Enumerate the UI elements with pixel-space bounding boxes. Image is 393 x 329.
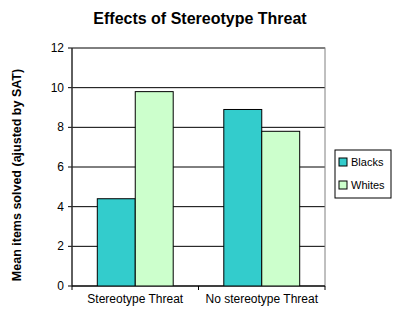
legend-swatch xyxy=(339,158,347,166)
grid-line xyxy=(72,87,325,88)
x-tick-label: No stereotype Threat xyxy=(205,292,318,306)
x-tick xyxy=(198,286,199,290)
bar xyxy=(262,131,300,286)
legend: Blacks Whites xyxy=(335,150,391,198)
chart-container: Effects of Stereotype Threat Mean items s… xyxy=(0,0,393,329)
y-tick xyxy=(68,286,72,287)
x-tick xyxy=(72,286,73,290)
grid-line xyxy=(72,127,325,128)
bar xyxy=(97,199,135,286)
y-tick-label: 10 xyxy=(51,81,65,95)
legend-label: Blacks xyxy=(351,156,384,168)
legend-swatch xyxy=(339,181,347,189)
y-tick xyxy=(68,127,72,128)
y-tick xyxy=(68,206,72,207)
x-tick xyxy=(325,286,326,290)
plot-frame xyxy=(72,48,325,286)
legend-label: Whites xyxy=(351,179,385,191)
y-tick-label: 8 xyxy=(57,120,64,134)
y-tick-label: 12 xyxy=(51,41,65,55)
y-tick xyxy=(68,87,72,88)
y-tick-label: 2 xyxy=(57,239,64,253)
y-axis-label: Mean items solved (ajusted by SAT) xyxy=(10,69,24,281)
y-tick xyxy=(68,246,72,247)
x-tick-label: Stereotype Threat xyxy=(87,292,184,306)
bar xyxy=(224,109,262,286)
bars xyxy=(97,92,299,286)
y-tick-label: 4 xyxy=(57,200,64,214)
legend-box xyxy=(335,150,391,198)
y-tick-label: 0 xyxy=(57,279,64,293)
chart-title: Effects of Stereotype Threat xyxy=(93,10,307,27)
y-tick-label: 6 xyxy=(57,160,64,174)
y-tick xyxy=(68,167,72,168)
bar xyxy=(135,92,173,286)
chart-svg: Effects of Stereotype Threat Mean items s… xyxy=(0,0,393,329)
y-axis-line xyxy=(72,48,73,286)
y-tick xyxy=(68,48,72,49)
